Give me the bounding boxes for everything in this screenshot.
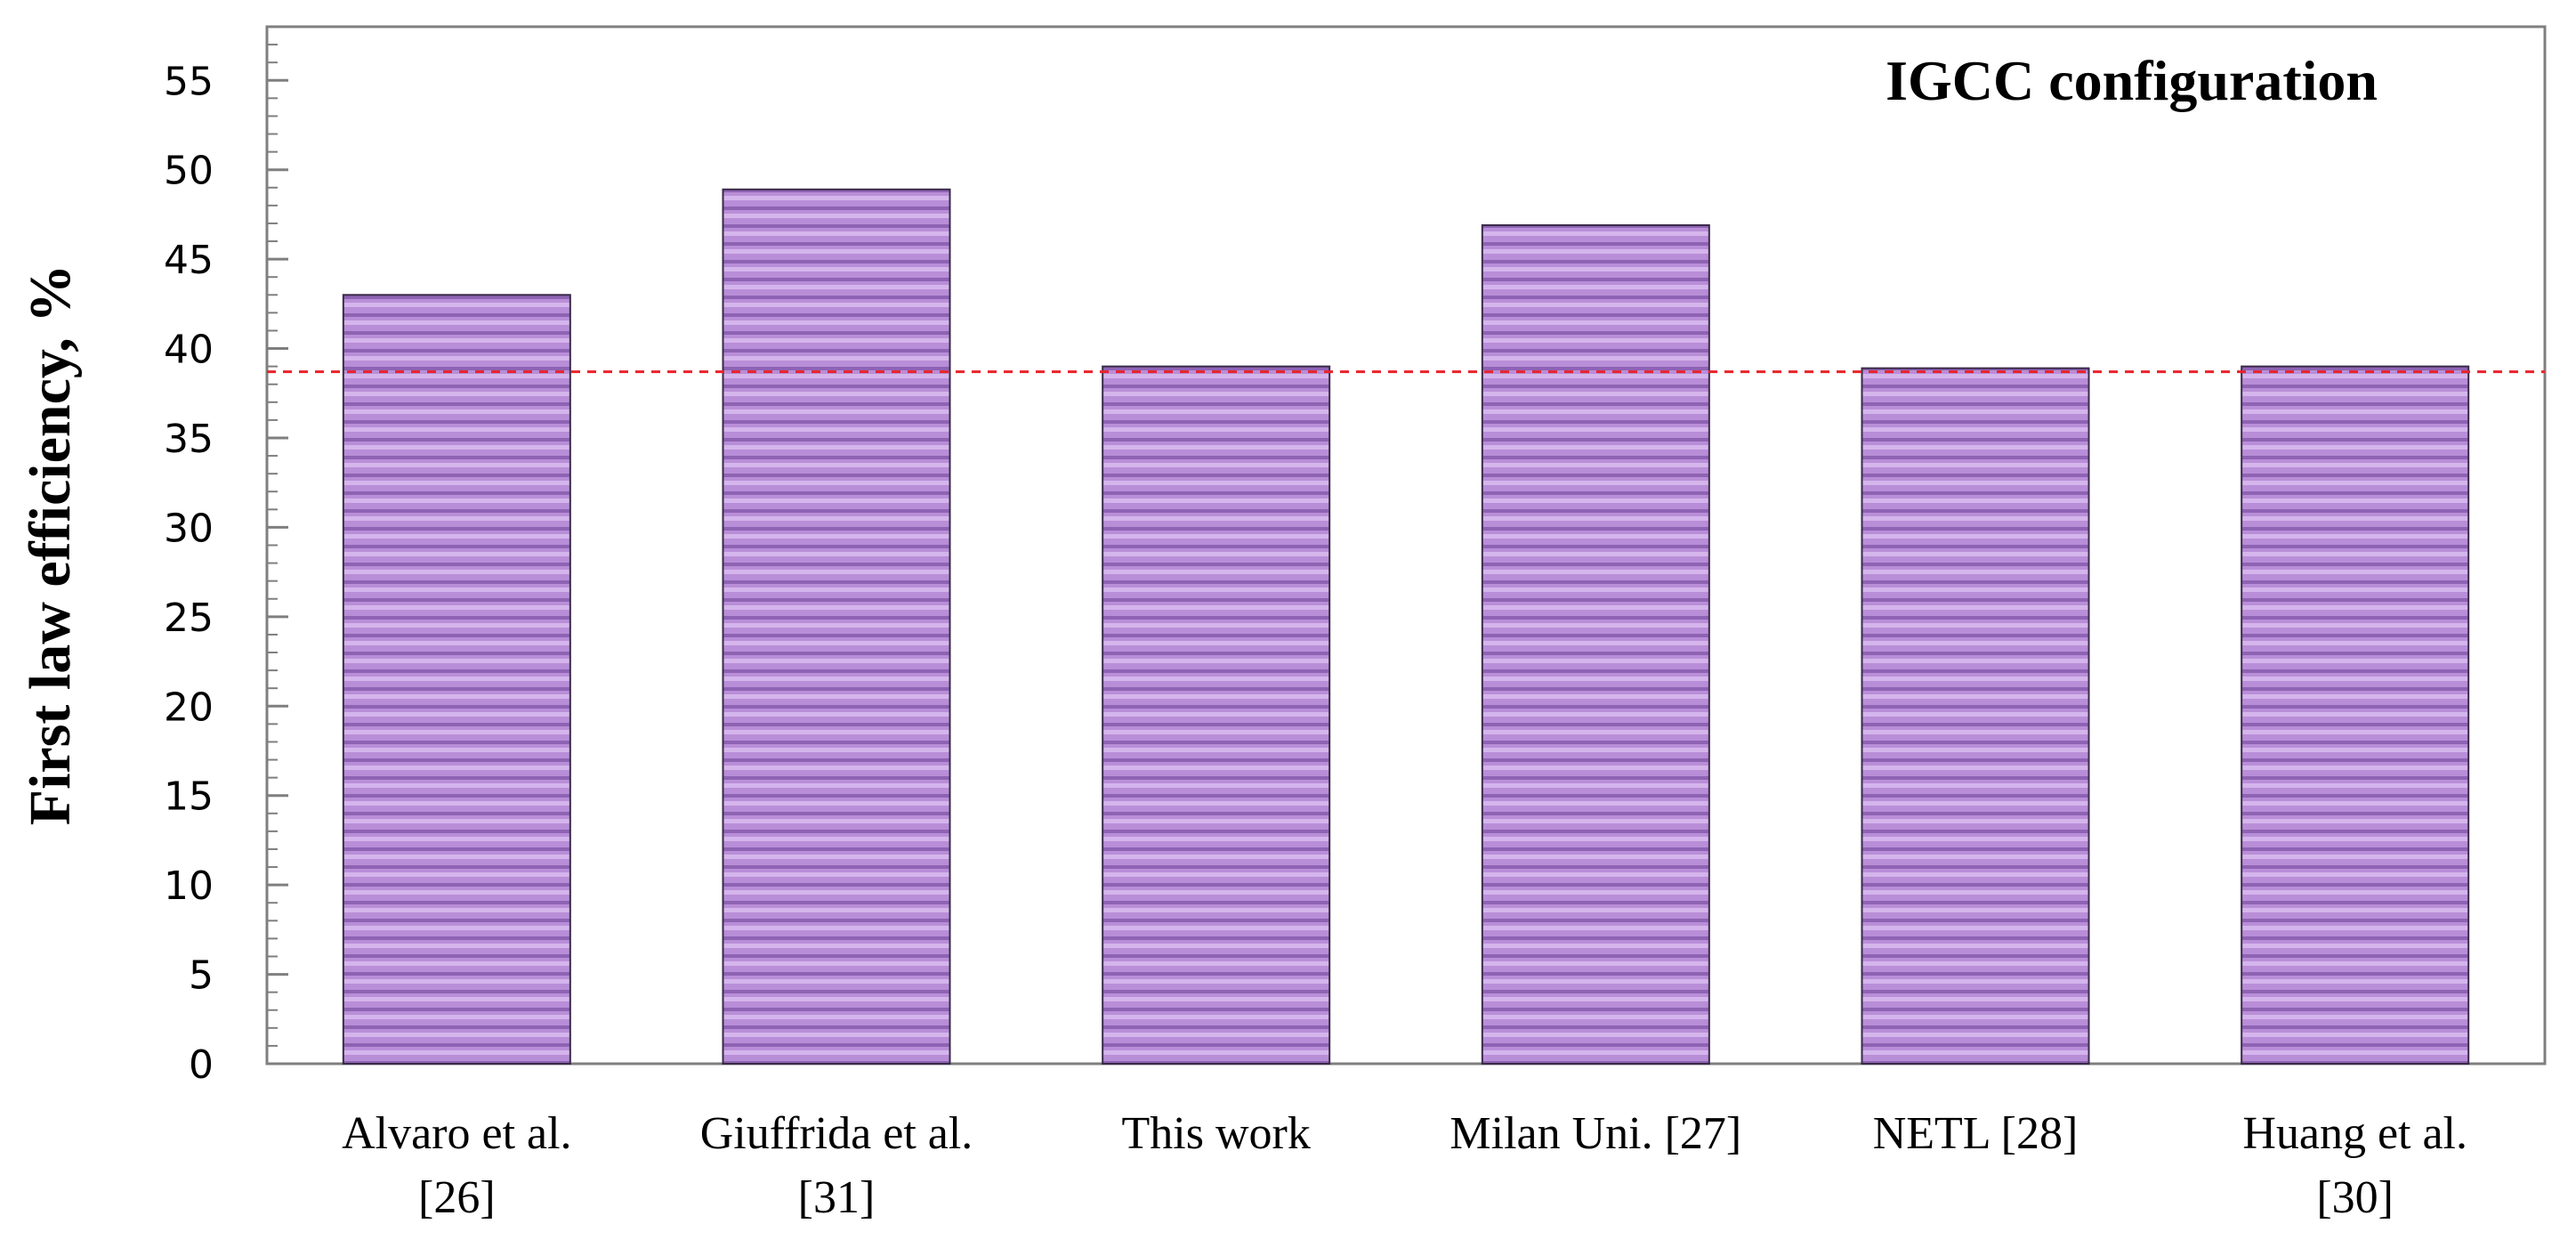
y-tick-label: 55 [164,59,214,104]
x-tick-label: Huang et al. [30] [2242,1108,2467,1223]
bar [342,294,571,1065]
x-tick-label: NETL [28] [1873,1108,2079,1159]
bar [2241,365,2470,1065]
y-tick-label: 45 [164,238,214,283]
y-axis-ticks: 0 5 10 15 20 25 30 35 40 45 50 55 [164,59,288,1088]
y-tick-label: 40 [164,328,214,373]
bar [722,188,951,1065]
x-tick-label: Milan Uni. [27] [1450,1108,1741,1159]
y-tick-label: 25 [164,596,214,641]
bar [1102,365,1331,1065]
y-tick-label: 0 [189,1042,214,1088]
bars [342,188,2470,1065]
y-tick-label: 50 [164,149,214,194]
plot-area [265,25,2547,1066]
y-tick-label: 15 [164,774,214,820]
bar [1481,223,1710,1065]
x-tick-label: This work [1122,1108,1311,1159]
y-axis-label: First law efficiency, % [18,264,83,825]
x-axis-labels: Alvaro et al. [26] Giuffrida et al. [31] Thi… [342,1108,2467,1223]
x-tick-label: Giuffrida et al. [31] [700,1108,973,1223]
x-tick-label: Alvaro et al. [26] [342,1108,571,1223]
y-tick-label: 30 [164,506,214,551]
y-tick-label: 35 [164,417,214,462]
y-tick-label: 20 [164,685,214,730]
bar [1861,367,2090,1065]
chart-annotation: IGCC configuration [1886,49,2378,112]
y-tick-label: 5 [189,953,214,999]
y-tick-label: 10 [164,863,214,909]
